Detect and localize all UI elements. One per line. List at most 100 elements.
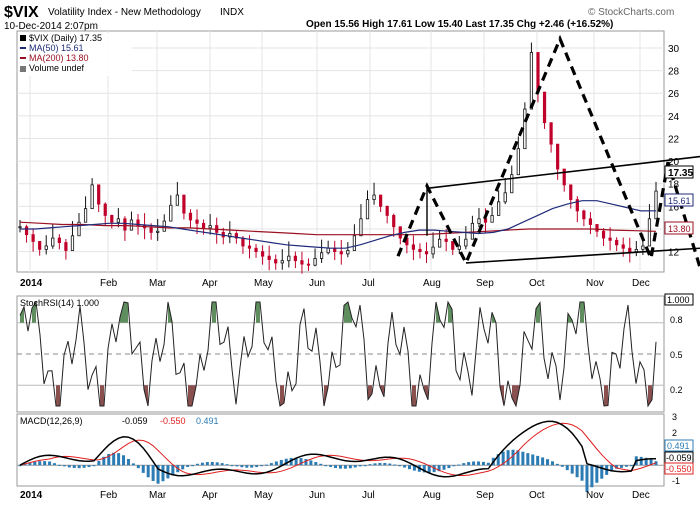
macd-histogram-bar xyxy=(220,463,224,466)
macd-histogram-bar xyxy=(432,465,436,473)
price-candle xyxy=(18,226,22,229)
macd-y-tick: 3 xyxy=(672,412,677,422)
macd-histogram-bar xyxy=(225,464,229,466)
macd-histogram-bar xyxy=(255,465,259,468)
macd-histogram-bar xyxy=(334,465,338,469)
macd-histogram-bar xyxy=(260,465,264,467)
legend-volume: Volume undef xyxy=(29,63,85,73)
macd-histogram-bar xyxy=(23,463,27,466)
price-candle xyxy=(523,108,527,150)
x-axis-labels-top: 2014 Feb Mar Apr May Jun Jul Aug Sep Oct Nov Dec xyxy=(20,278,650,289)
x-tick-label: Jun xyxy=(309,278,325,289)
stochrsi-tick-0.2: 0.2 xyxy=(670,385,683,395)
macd-signal-line xyxy=(19,422,657,476)
macd-histogram-bar xyxy=(235,465,239,467)
macd-histogram-bar xyxy=(230,465,234,467)
price-candle xyxy=(477,218,481,224)
macd-histogram-bar xyxy=(639,456,643,466)
x-tick-label: May xyxy=(254,490,273,501)
x-tick-label: Jul xyxy=(362,278,375,289)
x-tick-label: Feb xyxy=(100,278,118,289)
price-candle xyxy=(24,226,29,236)
x-tick-label: Aug xyxy=(423,490,441,501)
macd-histogram-bar xyxy=(427,465,431,473)
price-candle xyxy=(451,241,455,250)
macd-line xyxy=(19,420,657,478)
x-tick-label: Mar xyxy=(149,278,167,289)
macd-histogram-bar xyxy=(250,465,254,468)
legend-ma50: MA(50) 15.61 xyxy=(29,43,84,53)
macd-histogram-bar xyxy=(388,463,392,466)
macd-histogram-bar xyxy=(102,456,106,466)
x-tick-label: Sep xyxy=(476,278,494,289)
macd-histogram-bar xyxy=(467,462,471,466)
macd-histogram-bar xyxy=(186,465,190,467)
exchange-label: INDX xyxy=(220,7,244,18)
price-y-tick: 24 xyxy=(668,112,680,123)
macd-histogram-bar xyxy=(284,458,288,466)
macd-histogram-bar xyxy=(373,463,377,466)
macd-right: -0.059 xyxy=(666,453,692,463)
stochrsi-overbought-fill xyxy=(580,302,584,323)
macd-histogram-bar xyxy=(378,462,382,466)
price-candle xyxy=(136,219,140,227)
macd-histogram-bar xyxy=(472,461,476,466)
price-candle xyxy=(615,239,619,246)
macd-histogram-bar xyxy=(644,457,648,466)
macd-histogram-bar xyxy=(619,465,623,468)
macd-histogram-bar xyxy=(53,463,57,466)
price-candle xyxy=(228,233,232,238)
stochrsi-oversold-fill xyxy=(280,385,284,406)
macd-histogram-bar xyxy=(191,465,195,467)
macd-histogram-bar xyxy=(629,465,633,467)
price-candle xyxy=(654,190,658,220)
macd-histogram-bar xyxy=(565,465,569,471)
price-candle xyxy=(175,194,179,206)
macd-histogram-bar xyxy=(393,464,397,466)
macd-value: -0.059 xyxy=(122,416,148,426)
macd-histogram-bar xyxy=(67,465,71,468)
stochrsi-oversold-fill xyxy=(100,385,104,406)
price-candle xyxy=(110,215,114,223)
x-tick-label: Aug xyxy=(423,278,441,289)
stochrsi-oversold-fill xyxy=(188,385,192,406)
price-candle xyxy=(575,199,579,212)
price-candle xyxy=(621,244,625,249)
price-candle xyxy=(44,245,48,250)
x-tick-label: May xyxy=(254,278,273,289)
wedge-upper-line xyxy=(426,155,700,190)
price-candle xyxy=(392,215,396,228)
macd-histogram-bar xyxy=(437,465,441,472)
watermark: © StockCharts.com xyxy=(588,7,674,18)
macd-histogram-bar xyxy=(309,460,313,466)
price-candle xyxy=(103,203,107,216)
price-candle xyxy=(529,52,534,110)
macd-histogram-bar xyxy=(501,451,505,466)
price-candle xyxy=(182,194,186,214)
macd-histogram-bar xyxy=(171,465,175,476)
price-candle xyxy=(195,219,199,224)
stochrsi-line xyxy=(19,300,657,408)
price-y-tick: 12 xyxy=(668,248,680,259)
macd-histogram-bar xyxy=(269,463,273,466)
stochrsi-overbought-fill xyxy=(344,302,348,323)
price-candle xyxy=(634,248,638,253)
price-candle xyxy=(365,199,370,220)
price-candle xyxy=(339,251,343,255)
stochrsi-tick-0.5: 0.5 xyxy=(670,350,683,360)
macd-histogram-bar xyxy=(555,463,559,466)
macd-histogram-bar xyxy=(210,461,214,466)
price-candle xyxy=(188,212,193,221)
legend-ma200: MA(200) 13.80 xyxy=(29,53,89,63)
price-candle xyxy=(123,218,127,231)
price-candle xyxy=(241,237,245,247)
macd-histogram-bar xyxy=(48,461,52,466)
x-tick-label: Oct xyxy=(529,490,545,501)
macd-histogram-bar xyxy=(77,465,81,469)
macd-histogram-bar xyxy=(33,461,37,466)
macd-histogram-bar xyxy=(368,464,372,466)
macd-histogram-bar xyxy=(531,454,535,466)
macd-histogram-bar xyxy=(92,465,96,467)
price-candle xyxy=(483,218,488,223)
macd-histogram-bar xyxy=(462,463,466,466)
